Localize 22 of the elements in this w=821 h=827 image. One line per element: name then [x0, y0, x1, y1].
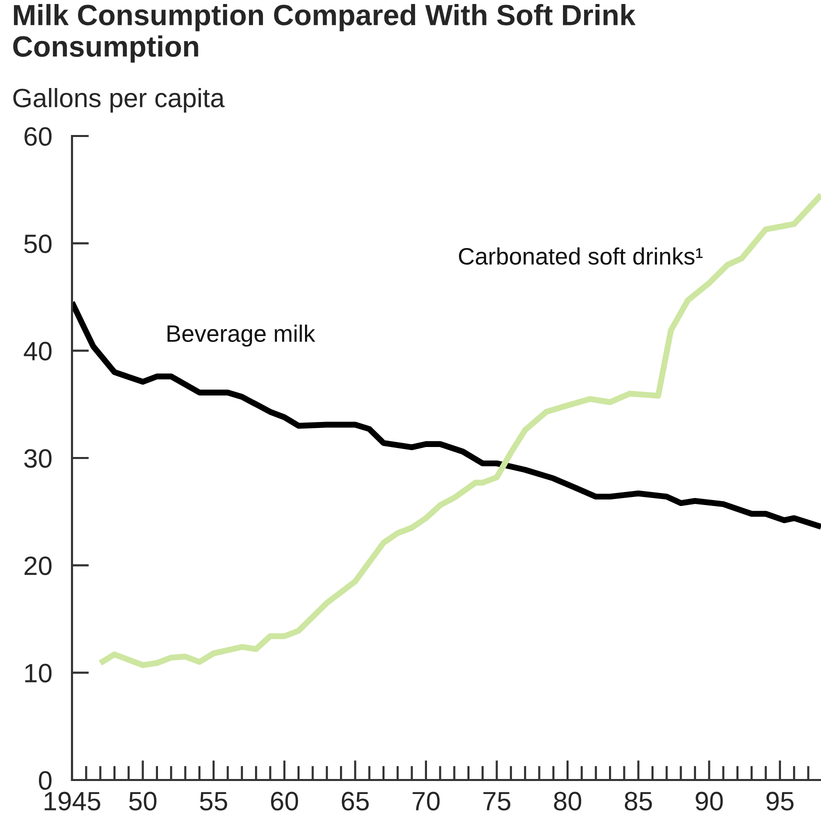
y-tick-label: 0 [38, 771, 52, 790]
x-tick-label: 65 [342, 792, 369, 810]
y-axis-title: Gallons per capita [13, 88, 225, 113]
series-label: Carbonated soft drinks¹ [458, 247, 703, 265]
x-tick-label: 95 [766, 792, 794, 810]
x-tick-label: 55 [200, 792, 228, 810]
x-tick-label: 80 [554, 792, 582, 810]
x-tick-label: 1945 [44, 792, 100, 810]
series-label: Beverage milk [168, 324, 316, 347]
y-tick-label: 30 [24, 449, 52, 468]
chart-title: Milk Consumption Compared With Soft Drink Consumption [13, 4, 636, 63]
y-tick-label: 50 [24, 234, 52, 254]
y-tick-label: 40 [24, 342, 52, 360]
x-tick-label: 60 [271, 792, 298, 810]
x-tick-label: 70 [412, 792, 440, 810]
x-tick-label: 75 [483, 792, 510, 810]
y-tick-label: 60 [24, 127, 52, 146]
x-tick-label: 85 [624, 792, 652, 810]
x-tick-label: 90 [696, 792, 723, 810]
y-tick-label: 20 [24, 556, 52, 576]
y-tick-label: 10 [25, 664, 52, 682]
x-tick-label: 50 [129, 792, 156, 810]
